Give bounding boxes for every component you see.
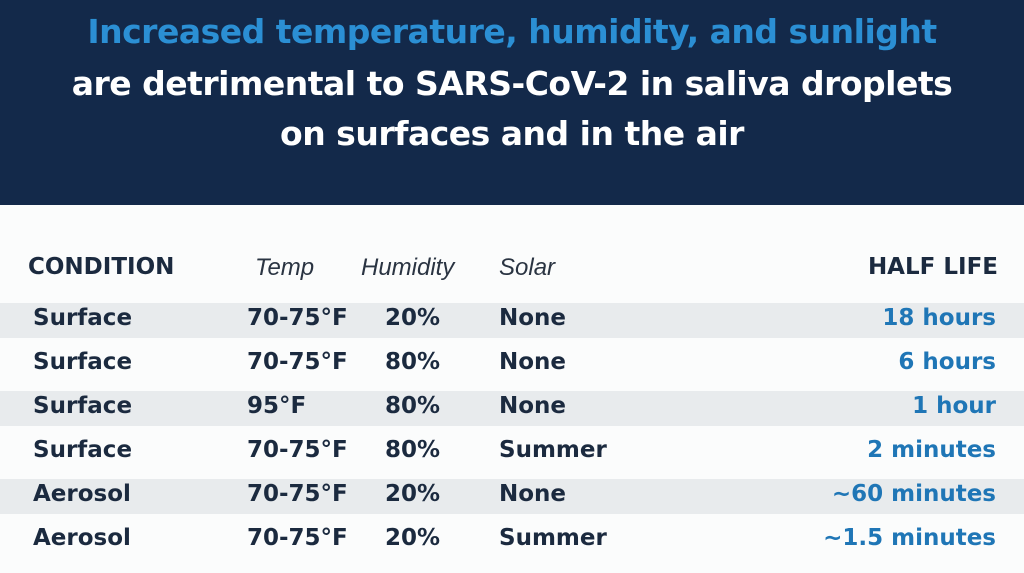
cell-solar: None bbox=[499, 481, 567, 507]
title-line-1: Increased temperature, humidity, and sun… bbox=[87, 12, 937, 51]
cell-solar: Summer bbox=[499, 525, 607, 551]
cell-humidity: 80% bbox=[385, 349, 441, 375]
header-humidity: Humidity bbox=[361, 254, 455, 281]
cell-condition: Surface bbox=[33, 393, 133, 419]
table-row: Surface 95°F 80% None 1 hour bbox=[0, 391, 1024, 426]
cell-humidity: 20% bbox=[385, 525, 441, 551]
cell-condition: Aerosol bbox=[33, 481, 131, 507]
cell-humidity: 80% bbox=[385, 437, 441, 463]
header-temp: Temp bbox=[255, 254, 315, 281]
cell-half-life: ~1.5 minutes bbox=[823, 525, 996, 551]
cell-condition: Surface bbox=[33, 305, 133, 331]
title-line-2: are detrimental to SARS-CoV-2 in saliva … bbox=[71, 64, 953, 103]
cell-solar: None bbox=[499, 349, 567, 375]
title-banner: Increased temperature, humidity, and sun… bbox=[0, 0, 1024, 205]
cell-temp: 70-75°F bbox=[247, 525, 348, 551]
cell-solar: None bbox=[499, 305, 567, 331]
cell-condition: Surface bbox=[33, 437, 133, 463]
cell-temp: 70-75°F bbox=[247, 437, 348, 463]
cell-half-life: 2 minutes bbox=[867, 437, 996, 463]
cell-solar: Summer bbox=[499, 437, 607, 463]
cell-half-life: 18 hours bbox=[882, 305, 996, 331]
cell-humidity: 20% bbox=[385, 305, 441, 331]
cell-half-life: 6 hours bbox=[898, 349, 996, 375]
cell-half-life: 1 hour bbox=[912, 393, 996, 419]
cell-temp: 95°F bbox=[247, 393, 307, 419]
cell-temp: 70-75°F bbox=[247, 349, 348, 375]
cell-temp: 70-75°F bbox=[247, 305, 348, 331]
table-row: Surface 70-75°F 80% None 6 hours bbox=[0, 347, 1024, 382]
table-row: Aerosol 70-75°F 20% None ~60 minutes bbox=[0, 479, 1024, 514]
cell-temp: 70-75°F bbox=[247, 481, 348, 507]
header-solar: Solar bbox=[499, 254, 556, 281]
table-row: Surface 70-75°F 80% Summer 2 minutes bbox=[0, 435, 1024, 470]
header-half-life: HALF LIFE bbox=[867, 254, 998, 280]
cell-condition: Aerosol bbox=[33, 525, 131, 551]
header-condition: CONDITION bbox=[28, 254, 175, 280]
cell-half-life: ~60 minutes bbox=[831, 481, 996, 507]
table-row: Surface 70-75°F 20% None 18 hours bbox=[0, 303, 1024, 338]
cell-solar: None bbox=[499, 393, 567, 419]
title-line-3: on surfaces and in the air bbox=[280, 114, 744, 153]
table-row: Aerosol 70-75°F 20% Summer ~1.5 minutes bbox=[0, 523, 1024, 558]
cell-condition: Surface bbox=[33, 349, 133, 375]
cell-humidity: 80% bbox=[385, 393, 441, 419]
cell-humidity: 20% bbox=[385, 481, 441, 507]
